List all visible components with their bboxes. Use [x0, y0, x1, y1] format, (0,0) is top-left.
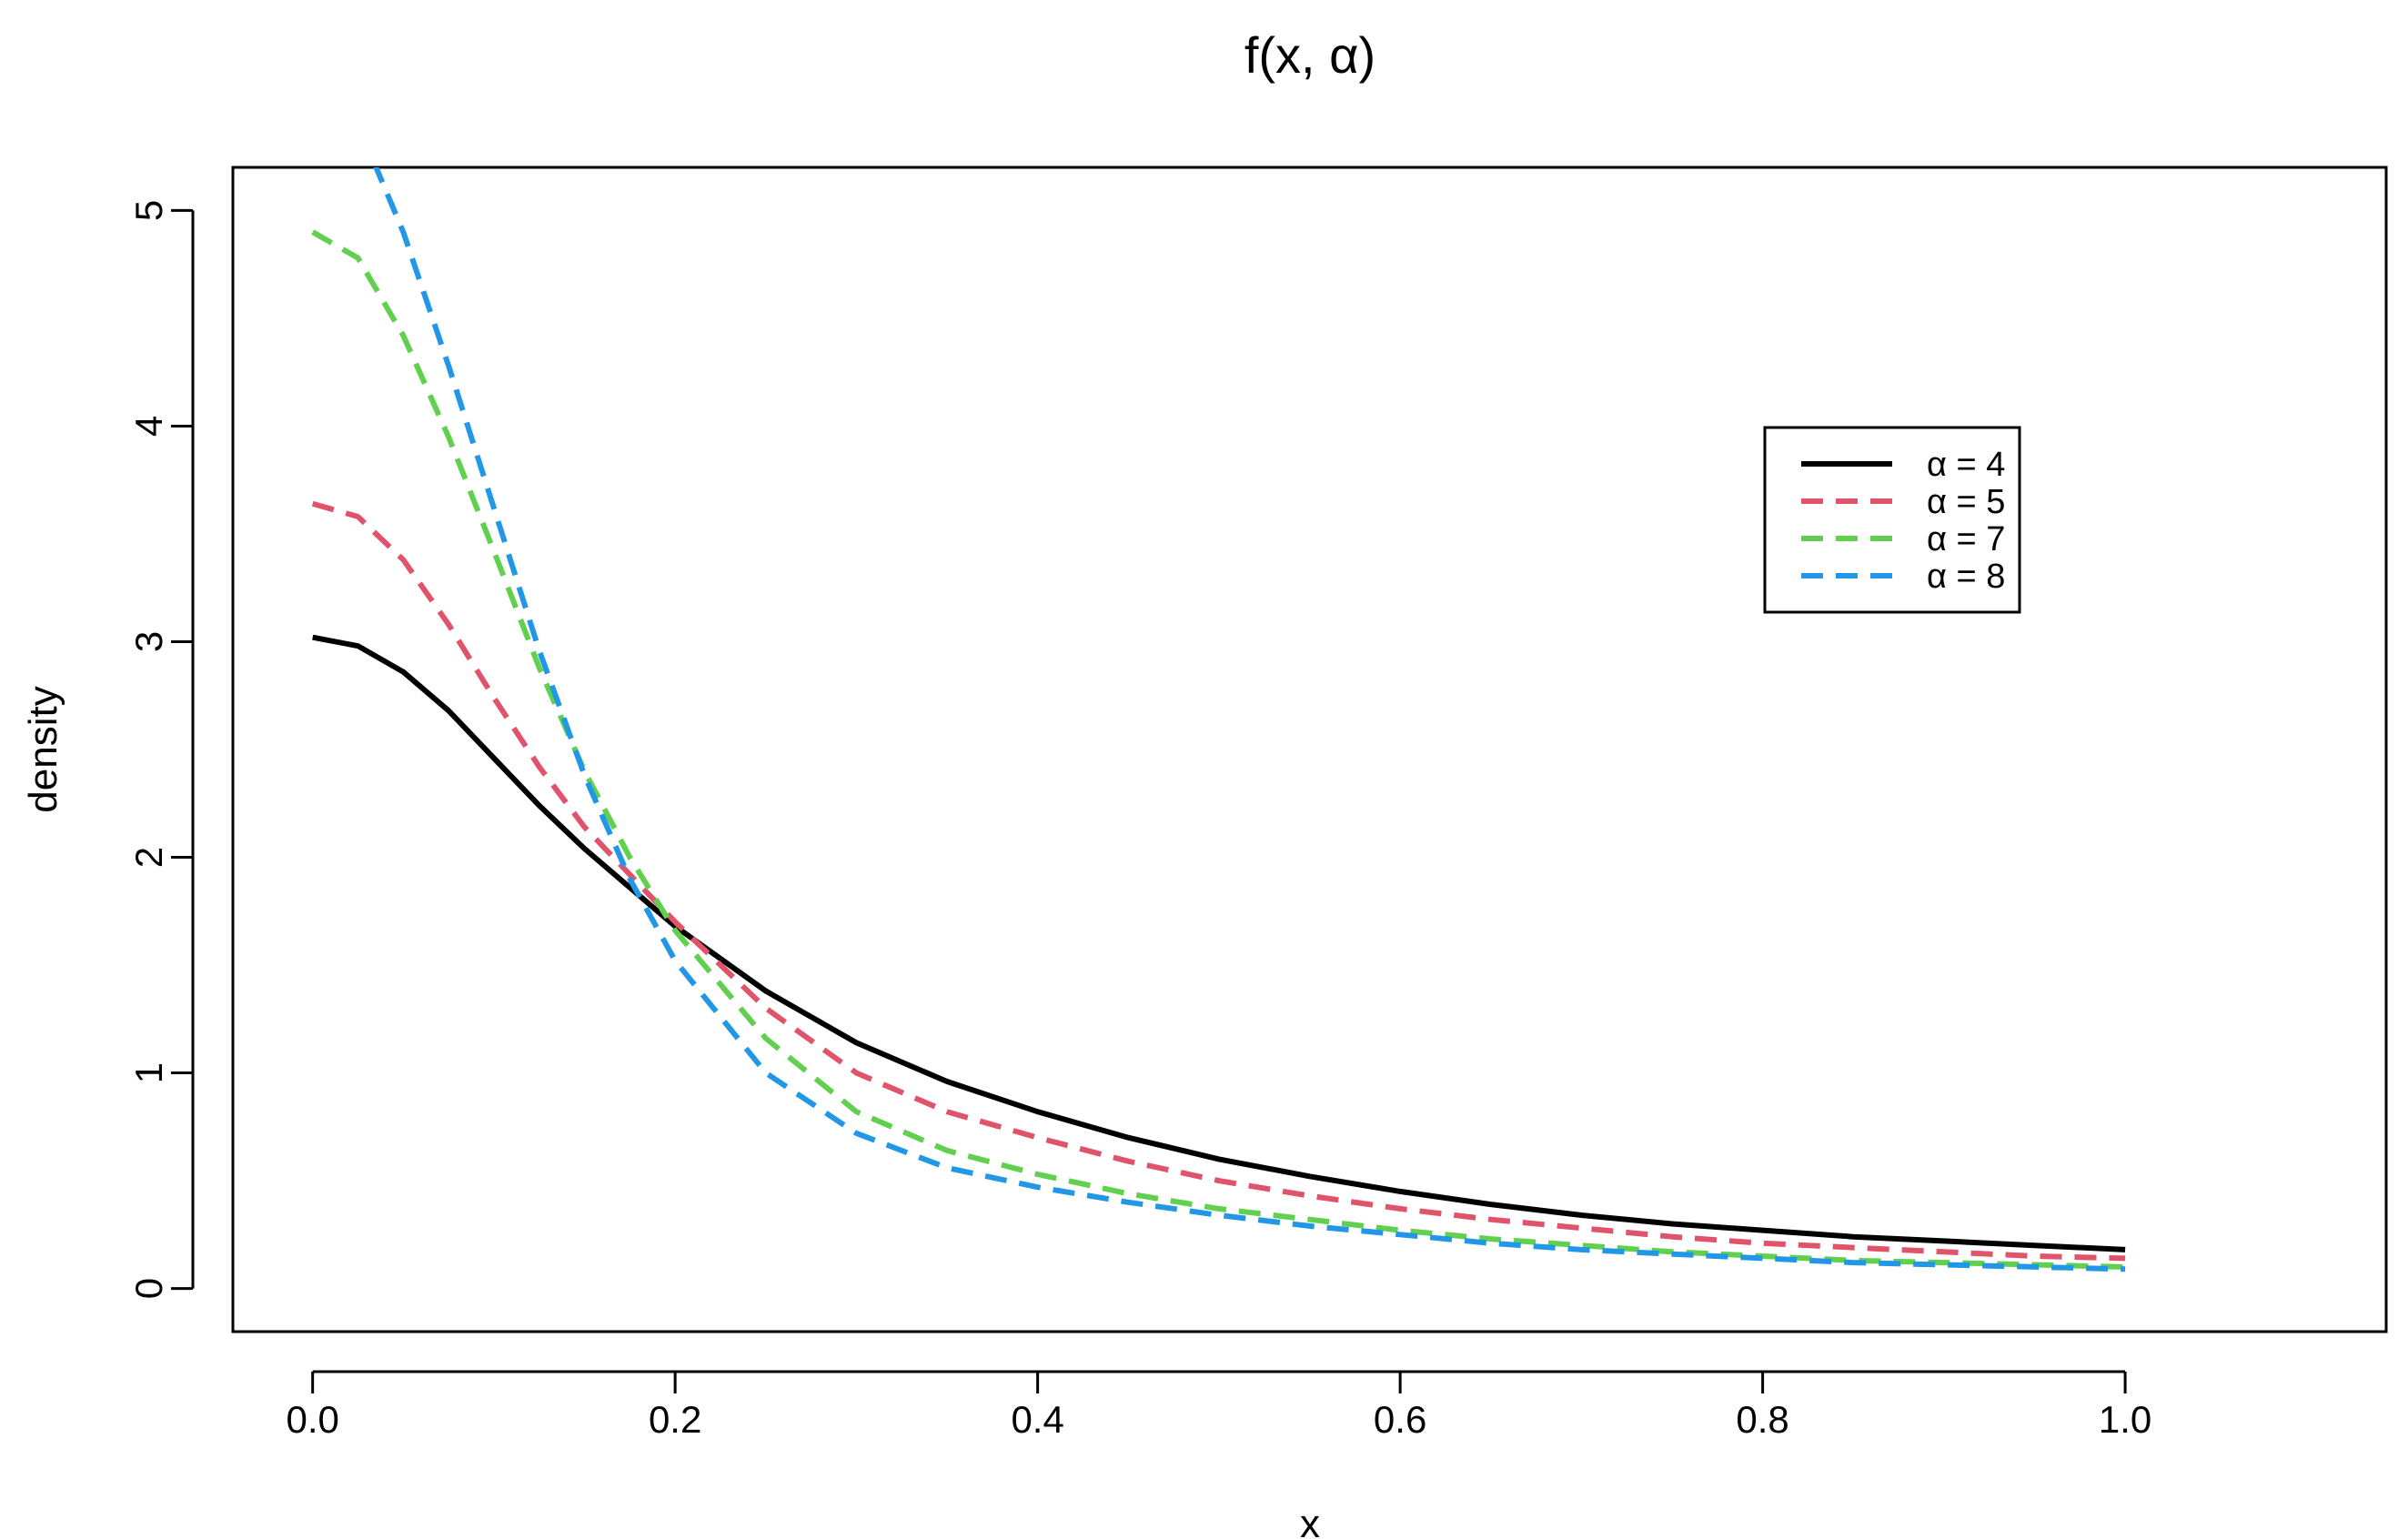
- legend-label-4: α = 8: [1927, 558, 2005, 596]
- series-line-3: [311, 229, 2126, 1270]
- x-tick-label: 0.6: [1374, 1398, 1426, 1441]
- y-axis: 0 1 2 3 4 5: [127, 200, 195, 1299]
- legend: α = 4α = 5α = 7α = 8: [1763, 426, 2021, 614]
- y-tick-label: 2: [127, 847, 170, 868]
- x-axis-title: x: [1300, 1502, 1320, 1539]
- legend-label-1: α = 4: [1927, 446, 2005, 484]
- legend-box: [1763, 426, 2021, 614]
- series-layer: [311, 167, 2126, 1272]
- y-axis-title: density: [21, 686, 65, 812]
- legend-label-2: α = 5: [1927, 483, 2005, 521]
- x-tick-label: 1.0: [2099, 1398, 2151, 1441]
- y-tick-label: 0: [127, 1278, 170, 1299]
- y-tick-label: 3: [127, 631, 170, 652]
- legend-label-3: α = 7: [1927, 520, 2005, 558]
- series-line-4: [373, 167, 2126, 1272]
- series-line-1: [312, 634, 2126, 1252]
- x-tick-label: 0.0: [286, 1398, 338, 1441]
- y-tick-label: 4: [127, 416, 170, 437]
- chart-title: f(x, α): [1244, 26, 1375, 84]
- y-tick-label: 1: [127, 1062, 170, 1083]
- series-line-2: [311, 500, 2126, 1262]
- x-tick-label: 0.8: [1736, 1398, 1788, 1441]
- y-tick-label: 5: [127, 200, 170, 221]
- x-tick-label: 0.2: [649, 1398, 701, 1441]
- plot-frame: [231, 166, 2388, 1333]
- x-tick-label: 0.4: [1011, 1398, 1063, 1441]
- x-axis: 0.0 0.2 0.4 0.6 0.8 1.0: [286, 1370, 2151, 1441]
